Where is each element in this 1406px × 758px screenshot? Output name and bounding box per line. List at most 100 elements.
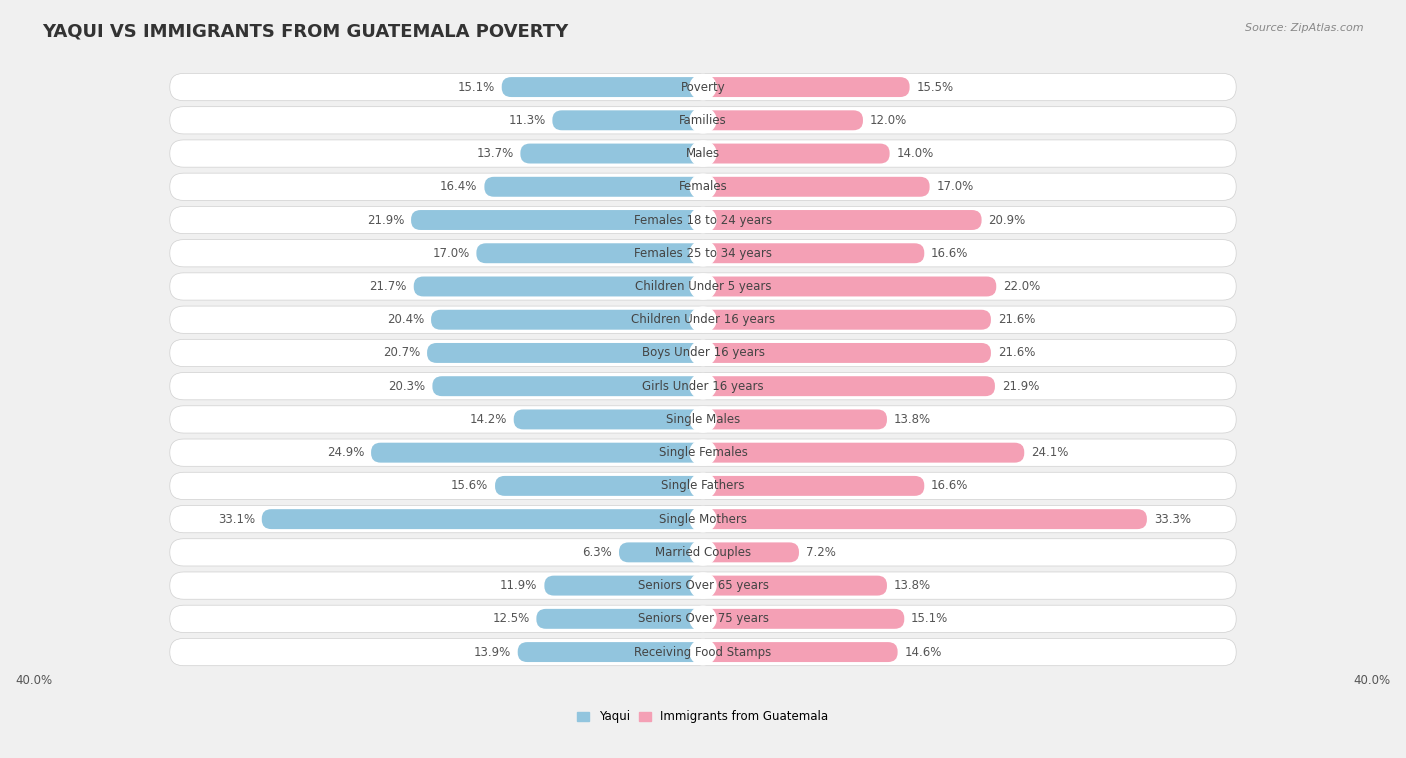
Text: 15.6%: 15.6% bbox=[451, 479, 488, 493]
Text: 21.6%: 21.6% bbox=[998, 313, 1035, 326]
FancyBboxPatch shape bbox=[170, 373, 1236, 399]
FancyBboxPatch shape bbox=[495, 476, 703, 496]
FancyBboxPatch shape bbox=[427, 343, 703, 363]
Text: Seniors Over 75 years: Seniors Over 75 years bbox=[637, 612, 769, 625]
Text: YAQUI VS IMMIGRANTS FROM GUATEMALA POVERTY: YAQUI VS IMMIGRANTS FROM GUATEMALA POVER… bbox=[42, 23, 568, 41]
Circle shape bbox=[690, 606, 716, 631]
FancyBboxPatch shape bbox=[703, 509, 1147, 529]
Text: Children Under 16 years: Children Under 16 years bbox=[631, 313, 775, 326]
Text: 40.0%: 40.0% bbox=[15, 674, 52, 687]
FancyBboxPatch shape bbox=[170, 107, 1236, 134]
FancyBboxPatch shape bbox=[371, 443, 703, 462]
FancyBboxPatch shape bbox=[703, 343, 991, 363]
FancyBboxPatch shape bbox=[432, 310, 703, 330]
Circle shape bbox=[690, 440, 716, 465]
Circle shape bbox=[690, 141, 716, 166]
Text: 14.2%: 14.2% bbox=[470, 413, 506, 426]
FancyBboxPatch shape bbox=[703, 443, 1024, 462]
FancyBboxPatch shape bbox=[703, 111, 863, 130]
FancyBboxPatch shape bbox=[413, 277, 703, 296]
Text: 13.7%: 13.7% bbox=[477, 147, 513, 160]
Text: 21.9%: 21.9% bbox=[367, 214, 404, 227]
Circle shape bbox=[690, 374, 716, 399]
FancyBboxPatch shape bbox=[170, 605, 1236, 632]
Circle shape bbox=[690, 473, 716, 499]
Circle shape bbox=[690, 407, 716, 432]
Text: 16.6%: 16.6% bbox=[931, 479, 969, 493]
FancyBboxPatch shape bbox=[703, 177, 929, 197]
FancyBboxPatch shape bbox=[703, 376, 995, 396]
FancyBboxPatch shape bbox=[170, 173, 1236, 200]
FancyBboxPatch shape bbox=[477, 243, 703, 263]
Circle shape bbox=[690, 74, 716, 100]
Text: 17.0%: 17.0% bbox=[432, 247, 470, 260]
FancyBboxPatch shape bbox=[517, 642, 703, 662]
FancyBboxPatch shape bbox=[544, 575, 703, 596]
Text: 15.1%: 15.1% bbox=[457, 80, 495, 93]
Text: 33.3%: 33.3% bbox=[1154, 512, 1191, 525]
FancyBboxPatch shape bbox=[433, 376, 703, 396]
Text: Single Males: Single Males bbox=[666, 413, 740, 426]
Text: 22.0%: 22.0% bbox=[1002, 280, 1040, 293]
Circle shape bbox=[690, 340, 716, 365]
FancyBboxPatch shape bbox=[703, 476, 924, 496]
FancyBboxPatch shape bbox=[513, 409, 703, 429]
Legend: Yaqui, Immigrants from Guatemala: Yaqui, Immigrants from Guatemala bbox=[578, 710, 828, 723]
Circle shape bbox=[690, 540, 716, 565]
FancyBboxPatch shape bbox=[553, 111, 703, 130]
Circle shape bbox=[690, 506, 716, 532]
Text: 16.4%: 16.4% bbox=[440, 180, 478, 193]
FancyBboxPatch shape bbox=[619, 543, 703, 562]
FancyBboxPatch shape bbox=[536, 609, 703, 629]
FancyBboxPatch shape bbox=[703, 575, 887, 596]
FancyBboxPatch shape bbox=[170, 406, 1236, 433]
Text: Children Under 5 years: Children Under 5 years bbox=[634, 280, 772, 293]
FancyBboxPatch shape bbox=[170, 273, 1236, 300]
Circle shape bbox=[690, 240, 716, 266]
Circle shape bbox=[690, 108, 716, 133]
FancyBboxPatch shape bbox=[703, 77, 910, 97]
FancyBboxPatch shape bbox=[411, 210, 703, 230]
FancyBboxPatch shape bbox=[170, 539, 1236, 566]
Text: 17.0%: 17.0% bbox=[936, 180, 974, 193]
Text: Single Females: Single Females bbox=[658, 446, 748, 459]
FancyBboxPatch shape bbox=[170, 506, 1236, 533]
Text: 11.3%: 11.3% bbox=[508, 114, 546, 127]
Text: 33.1%: 33.1% bbox=[218, 512, 254, 525]
FancyBboxPatch shape bbox=[703, 210, 981, 230]
Text: 16.6%: 16.6% bbox=[931, 247, 969, 260]
Circle shape bbox=[690, 208, 716, 233]
Text: Females 18 to 24 years: Females 18 to 24 years bbox=[634, 214, 772, 227]
FancyBboxPatch shape bbox=[703, 277, 997, 296]
Text: 15.1%: 15.1% bbox=[911, 612, 949, 625]
Text: Married Couples: Married Couples bbox=[655, 546, 751, 559]
Text: 21.7%: 21.7% bbox=[370, 280, 406, 293]
Text: 24.9%: 24.9% bbox=[326, 446, 364, 459]
Text: Single Fathers: Single Fathers bbox=[661, 479, 745, 493]
Text: 11.9%: 11.9% bbox=[501, 579, 537, 592]
FancyBboxPatch shape bbox=[703, 243, 924, 263]
Text: Source: ZipAtlas.com: Source: ZipAtlas.com bbox=[1246, 23, 1364, 33]
Text: 13.9%: 13.9% bbox=[474, 646, 510, 659]
Text: 15.5%: 15.5% bbox=[917, 80, 953, 93]
FancyBboxPatch shape bbox=[170, 206, 1236, 233]
Circle shape bbox=[690, 274, 716, 299]
FancyBboxPatch shape bbox=[502, 77, 703, 97]
Text: Families: Families bbox=[679, 114, 727, 127]
Text: 14.6%: 14.6% bbox=[904, 646, 942, 659]
FancyBboxPatch shape bbox=[703, 642, 897, 662]
Text: 21.6%: 21.6% bbox=[998, 346, 1035, 359]
Text: 6.3%: 6.3% bbox=[582, 546, 612, 559]
Text: 14.0%: 14.0% bbox=[897, 147, 934, 160]
FancyBboxPatch shape bbox=[170, 340, 1236, 367]
FancyBboxPatch shape bbox=[170, 439, 1236, 466]
Text: 12.5%: 12.5% bbox=[492, 612, 530, 625]
Text: 20.3%: 20.3% bbox=[388, 380, 426, 393]
Circle shape bbox=[690, 174, 716, 199]
FancyBboxPatch shape bbox=[485, 177, 703, 197]
FancyBboxPatch shape bbox=[170, 572, 1236, 600]
Text: Boys Under 16 years: Boys Under 16 years bbox=[641, 346, 765, 359]
FancyBboxPatch shape bbox=[170, 74, 1236, 101]
FancyBboxPatch shape bbox=[703, 543, 799, 562]
Text: Females 25 to 34 years: Females 25 to 34 years bbox=[634, 247, 772, 260]
